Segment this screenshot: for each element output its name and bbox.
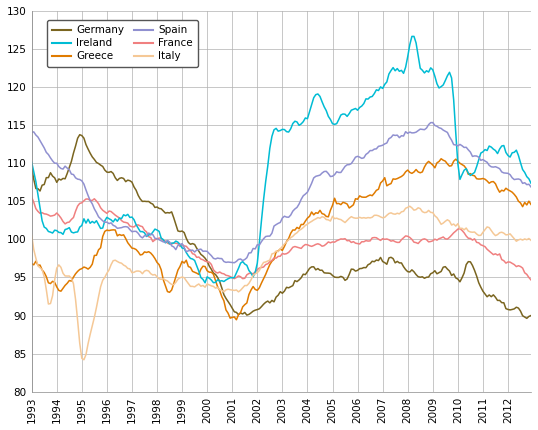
Italy: [49, 293, 56, 298]
France: [108, 209, 114, 214]
Italy: [81, 357, 87, 362]
France: [358, 239, 365, 244]
Germany: [360, 265, 367, 270]
Ireland: [49, 230, 56, 236]
Italy: [360, 215, 367, 220]
Spain: [528, 184, 534, 190]
Spain: [360, 155, 367, 160]
Spain: [62, 163, 68, 169]
Germany: [200, 253, 206, 258]
Spain: [197, 246, 204, 252]
Ireland: [62, 227, 68, 232]
France: [528, 277, 534, 283]
Ireland: [108, 217, 114, 222]
Line: Spain: Spain: [32, 123, 531, 263]
France: [197, 256, 204, 261]
Ireland: [528, 181, 534, 186]
Germany: [523, 316, 530, 321]
Greece: [108, 227, 114, 233]
Germany: [49, 174, 56, 179]
Spain: [49, 158, 56, 163]
Germany: [62, 176, 68, 181]
Line: Italy: Italy: [32, 206, 531, 360]
France: [29, 195, 35, 200]
Italy: [62, 273, 68, 279]
Ireland: [360, 101, 367, 106]
Line: Germany: Germany: [32, 135, 531, 318]
Legend: Germany, Ireland, Greece, Spain, France, Italy: Germany, Ireland, Greece, Spain, France,…: [47, 20, 198, 67]
Spain: [497, 166, 503, 171]
Ireland: [497, 147, 503, 152]
Spain: [429, 120, 436, 125]
Ireland: [197, 275, 204, 280]
Greece: [438, 156, 444, 161]
Germany: [528, 313, 534, 318]
Italy: [200, 283, 206, 288]
Line: Ireland: Ireland: [32, 37, 531, 283]
Italy: [497, 230, 503, 235]
Greece: [197, 267, 204, 272]
Greece: [528, 202, 534, 207]
Greece: [49, 279, 56, 284]
Line: Greece: Greece: [32, 159, 531, 320]
Greece: [360, 195, 367, 200]
Italy: [528, 238, 534, 243]
Greece: [497, 190, 503, 195]
France: [62, 221, 68, 227]
Ireland: [202, 280, 208, 286]
Germany: [29, 165, 35, 170]
Greece: [62, 283, 68, 288]
Germany: [494, 298, 501, 303]
France: [492, 251, 499, 256]
Spain: [108, 220, 114, 225]
Germany: [110, 171, 116, 176]
Spain: [231, 260, 238, 265]
Spain: [29, 129, 35, 135]
Ireland: [29, 160, 35, 165]
Italy: [407, 204, 413, 209]
Greece: [29, 261, 35, 266]
Italy: [29, 233, 35, 238]
Germany: [76, 132, 83, 137]
Ireland: [410, 34, 417, 39]
Greece: [233, 317, 239, 322]
France: [49, 213, 56, 218]
Italy: [110, 258, 116, 263]
Line: France: France: [32, 197, 531, 280]
